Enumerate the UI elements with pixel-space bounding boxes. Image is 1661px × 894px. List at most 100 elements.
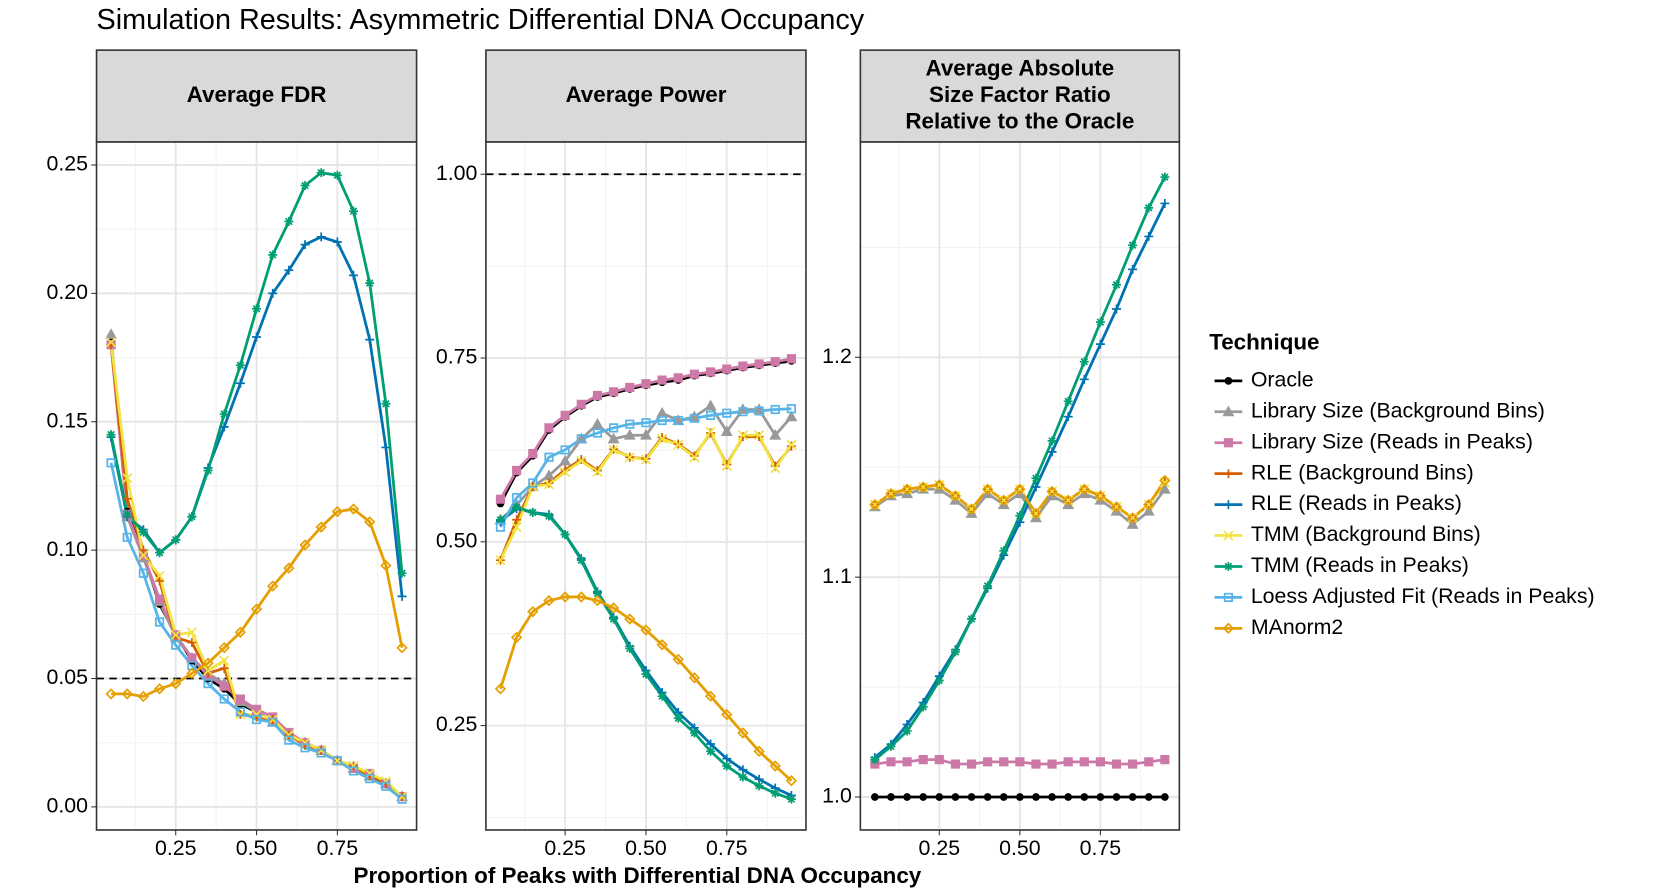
y-tick-label: 0.15 — [46, 408, 88, 432]
point — [625, 382, 635, 393]
point — [576, 455, 587, 467]
point — [284, 265, 294, 275]
point — [495, 515, 505, 525]
point — [885, 487, 897, 500]
point — [122, 473, 133, 484]
point — [250, 603, 263, 615]
point — [1016, 793, 1024, 801]
point — [625, 419, 635, 429]
point — [981, 483, 994, 495]
point — [935, 793, 944, 801]
point — [688, 410, 701, 422]
point — [235, 694, 245, 704]
point — [786, 354, 797, 364]
point — [967, 793, 976, 801]
point — [1159, 474, 1171, 487]
point — [381, 399, 391, 409]
point — [754, 432, 764, 442]
point — [950, 647, 960, 657]
point — [625, 643, 635, 653]
point — [933, 479, 945, 491]
point — [770, 788, 780, 798]
point — [154, 594, 165, 604]
point — [950, 490, 961, 501]
point — [332, 237, 342, 247]
point — [688, 672, 701, 684]
y-tick-label: 0.05 — [46, 665, 88, 689]
point — [202, 665, 214, 676]
point — [608, 444, 619, 456]
point — [999, 793, 1008, 801]
point — [754, 406, 764, 416]
point — [950, 759, 961, 769]
point — [1030, 508, 1042, 519]
point — [754, 359, 764, 369]
point — [252, 332, 262, 342]
point — [365, 278, 375, 288]
y-tick-label: 0.75 — [436, 345, 478, 369]
point — [918, 702, 928, 712]
point — [575, 591, 587, 603]
legend-label: TMM (Background Bins) — [1251, 522, 1481, 546]
point — [1015, 511, 1025, 521]
point — [528, 449, 538, 459]
point — [607, 602, 620, 614]
point — [706, 410, 716, 420]
point — [219, 663, 229, 673]
point — [397, 794, 407, 804]
y-tick-label: 0.50 — [436, 528, 478, 552]
point — [983, 581, 993, 591]
point — [155, 548, 165, 558]
point — [657, 432, 667, 442]
point — [769, 760, 781, 772]
point — [1144, 757, 1154, 767]
point — [106, 430, 116, 440]
point — [1224, 377, 1233, 385]
point — [1095, 490, 1106, 501]
point — [187, 638, 197, 648]
point — [965, 503, 978, 515]
point — [641, 418, 651, 428]
point — [689, 728, 699, 738]
point — [934, 479, 945, 490]
point — [1128, 759, 1138, 769]
point — [1144, 203, 1154, 213]
point — [106, 458, 116, 468]
point — [268, 250, 278, 260]
point — [316, 168, 326, 178]
point — [300, 181, 310, 191]
point — [722, 364, 732, 374]
point — [138, 550, 149, 561]
point — [138, 527, 148, 537]
point — [349, 206, 359, 216]
legend-label: Library Size (Background Bins) — [1251, 398, 1545, 422]
legend-label: RLE (Background Bins) — [1251, 460, 1474, 484]
point — [1047, 447, 1057, 457]
point — [187, 512, 197, 522]
point — [1222, 405, 1235, 417]
x-tick-label: 0.25 — [919, 836, 961, 860]
point — [870, 755, 880, 765]
point — [300, 240, 310, 250]
x-tick-label: 0.50 — [236, 836, 278, 860]
point — [1079, 484, 1090, 495]
point — [1095, 757, 1106, 767]
point — [786, 439, 797, 450]
legend-label: MAnorm2 — [1251, 615, 1343, 639]
point — [494, 683, 507, 695]
y-tick-label: 0.10 — [46, 537, 88, 561]
point — [673, 713, 683, 723]
point — [560, 410, 570, 420]
point — [657, 415, 667, 426]
point — [544, 423, 554, 433]
point — [527, 605, 539, 618]
point — [998, 495, 1009, 506]
point — [559, 591, 571, 603]
point — [268, 717, 278, 727]
point — [871, 793, 879, 801]
point — [609, 614, 619, 624]
point — [753, 403, 766, 414]
point — [299, 539, 311, 551]
point — [1111, 759, 1122, 769]
point — [171, 535, 181, 545]
